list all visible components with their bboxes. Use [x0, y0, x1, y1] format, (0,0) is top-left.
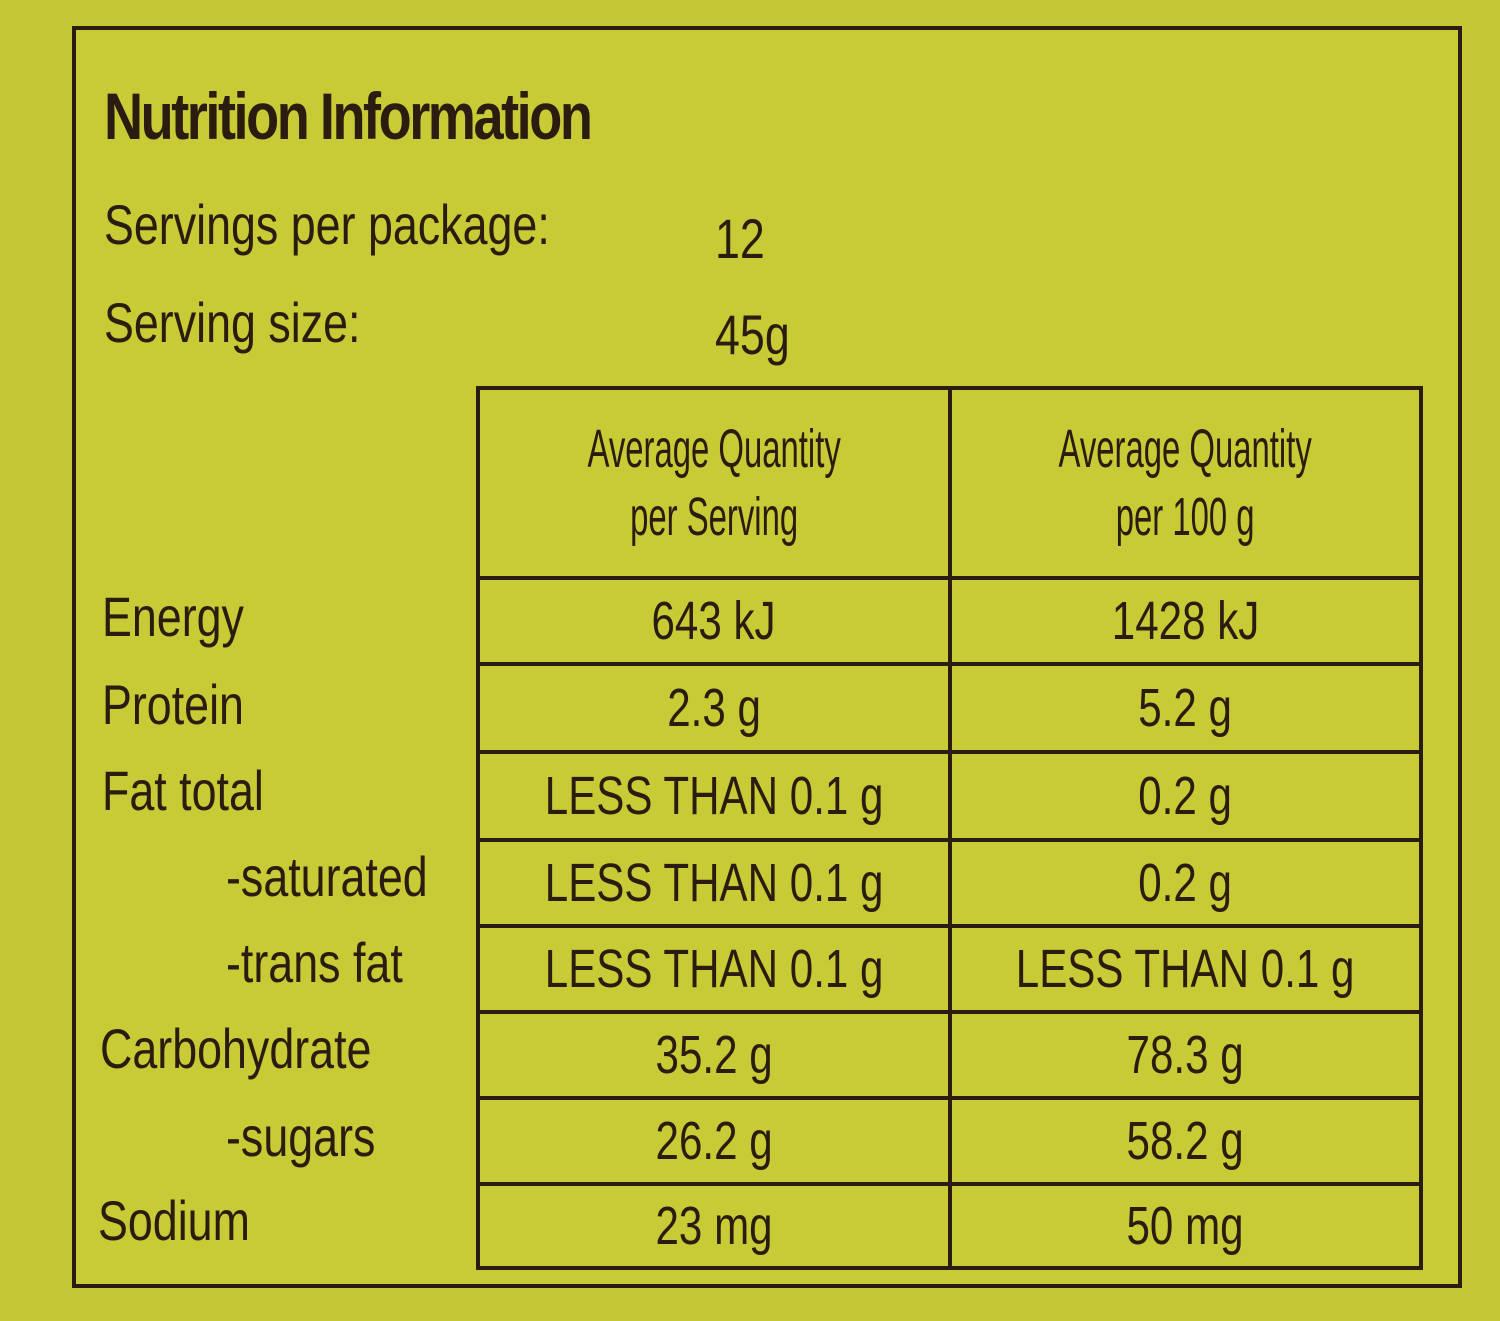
header-per-serving-line2: per Serving	[629, 487, 798, 547]
table-row: 643 kJ 1428 kJ	[480, 576, 1419, 662]
protein-per-serving: 2.3 g	[480, 666, 952, 750]
servings-per-package-value: 12	[715, 207, 765, 270]
sodium-per-100g: 50 mg	[1126, 1196, 1244, 1256]
header-per-100g-line1: Average Quantity	[1058, 419, 1312, 479]
sugars-per-serving: 26.2 g	[480, 1100, 952, 1182]
carbohydrate-per-serving: 35.2 g	[480, 1014, 952, 1096]
sodium-per-serving: 23 mg	[480, 1186, 952, 1266]
header-per-100g: Average Quantity per 100 g	[952, 390, 1420, 576]
row-label-energy: Energy	[102, 585, 244, 648]
sugars-per-100g: 58.2 g	[1126, 1111, 1244, 1171]
table-row: LESS THAN 0.1 g LESS THAN 0.1 g	[480, 924, 1419, 1010]
row-label-trans-fat: -trans fat	[226, 931, 403, 994]
row-label-fat-total: Fat total	[102, 759, 264, 822]
trans-fat-per-100g: LESS THAN 0.1 g	[1015, 939, 1355, 999]
fat-total-per-100g: 0.2 g	[1138, 766, 1233, 826]
fat-total-per-serving: LESS THAN 0.1 g	[480, 754, 952, 838]
protein-per-100g: 5.2 g	[1138, 678, 1233, 738]
serving-size-value: 45g	[715, 303, 790, 366]
serving-size-label: Serving size:	[104, 291, 361, 354]
carbohydrate-per-100g: 78.3 g	[1126, 1025, 1244, 1085]
table-header-row: Average Quantity per Serving Average Quan…	[480, 390, 1419, 576]
saturated-per-100g: 0.2 g	[1138, 853, 1233, 913]
row-label-sugars: -sugars	[226, 1105, 376, 1168]
table-row: 26.2 g 58.2 g	[480, 1096, 1419, 1182]
row-label-saturated: -saturated	[226, 845, 428, 908]
header-per-serving-line1: Average Quantity	[587, 419, 841, 479]
trans-fat-per-serving: LESS THAN 0.1 g	[480, 928, 952, 1010]
table-row: LESS THAN 0.1 g 0.2 g	[480, 838, 1419, 924]
row-label-protein: Protein	[102, 673, 244, 736]
saturated-per-serving: LESS THAN 0.1 g	[480, 842, 952, 924]
table-row: 35.2 g 78.3 g	[480, 1010, 1419, 1096]
nutrition-panel	[72, 26, 1462, 1288]
panel-title: Nutrition Information	[104, 79, 593, 153]
header-per-100g-line2: per 100 g	[1115, 487, 1255, 547]
table-row: 23 mg 50 mg	[480, 1182, 1419, 1266]
servings-per-package-label: Servings per package:	[104, 193, 550, 256]
energy-per-serving: 643 kJ	[480, 580, 952, 662]
table-row: LESS THAN 0.1 g 0.2 g	[480, 750, 1419, 838]
row-label-carbohydrate: Carbohydrate	[100, 1017, 372, 1080]
row-label-sodium: Sodium	[98, 1189, 250, 1252]
energy-per-100g: 1428 kJ	[1111, 591, 1260, 651]
header-per-serving: Average Quantity per Serving	[480, 390, 952, 576]
nutrition-table: Average Quantity per Serving Average Quan…	[476, 386, 1423, 1270]
table-row: 2.3 g 5.2 g	[480, 662, 1419, 750]
